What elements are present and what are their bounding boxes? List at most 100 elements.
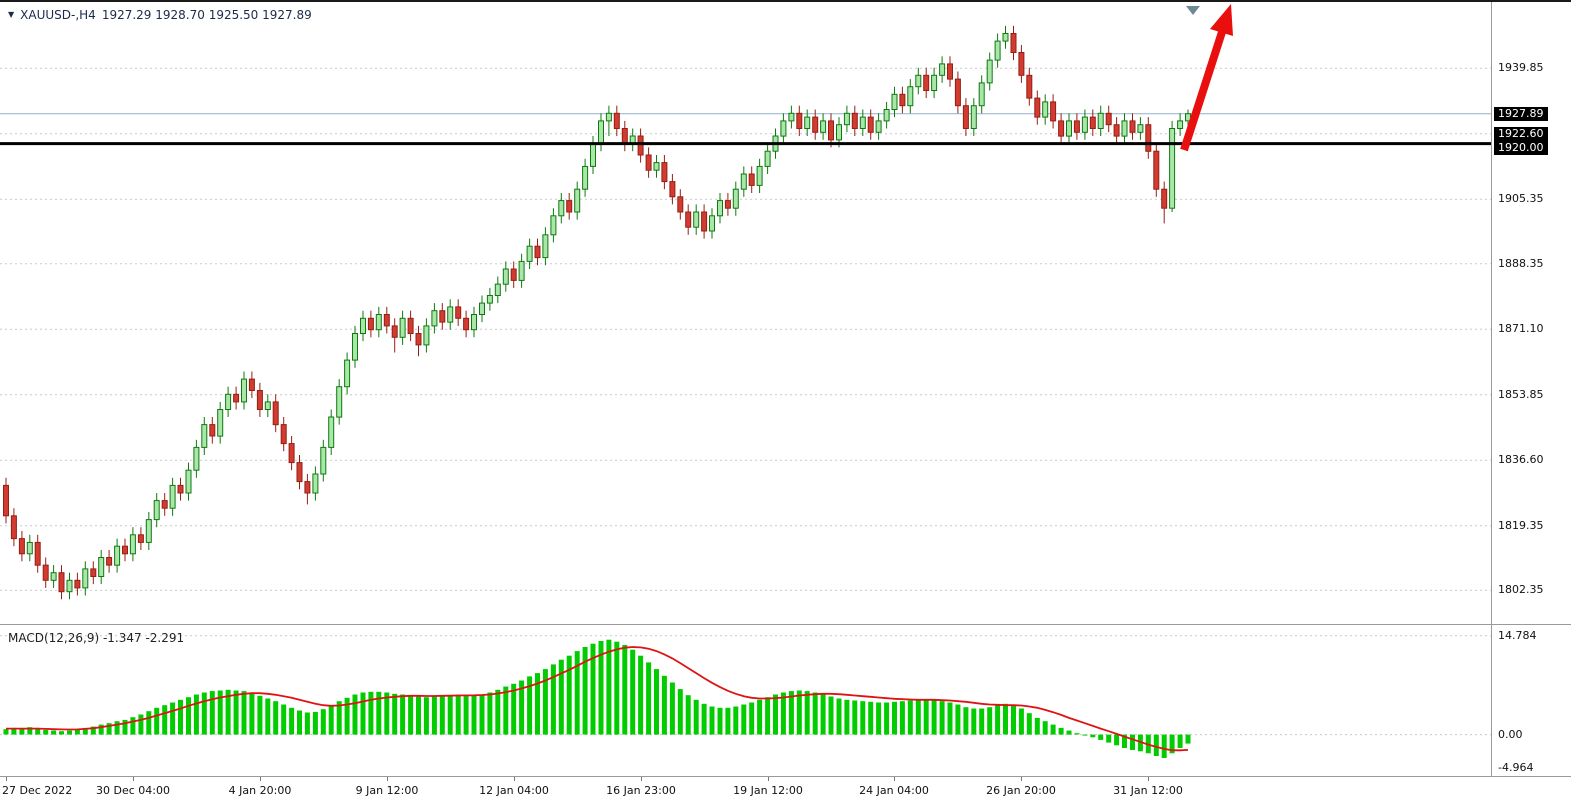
macd-histogram-bar: [566, 655, 572, 735]
candle: [225, 393, 232, 410]
time-label: 24 Jan 04:00: [859, 784, 929, 797]
macd-histogram-bar: [233, 690, 239, 735]
macd-histogram-bar: [376, 691, 382, 735]
macd-histogram-bar: [1026, 713, 1032, 735]
macd-histogram-bar: [495, 689, 501, 735]
macd-histogram-bar: [297, 710, 302, 735]
macd-histogram-bar: [622, 645, 628, 735]
candle: [169, 484, 176, 509]
candle: [177, 484, 184, 494]
candle: [248, 378, 255, 392]
macd-histogram-bar: [606, 639, 612, 735]
macd-histogram-bar: [320, 709, 326, 735]
candle: [82, 568, 89, 589]
macd-panel-canvas[interactable]: [0, 625, 1491, 776]
candle: [486, 295, 493, 304]
macd-histogram-bar: [1106, 734, 1112, 743]
macd-histogram-bar: [1090, 734, 1096, 738]
macd-histogram-bar: [170, 702, 176, 735]
candle: [915, 74, 922, 88]
candle: [1018, 52, 1025, 76]
macd-histogram-bar: [542, 669, 548, 735]
candle: [970, 105, 977, 129]
macd-histogram-bar: [757, 699, 763, 735]
chart-shift-marker-icon[interactable]: [1186, 6, 1200, 15]
candle: [415, 333, 422, 346]
candle: [574, 188, 581, 213]
macd-histogram-bar: [479, 694, 485, 735]
macd-histogram-bar: [408, 695, 414, 735]
time-label: 4 Jan 20:00: [228, 784, 292, 797]
price-scale-label: 1853.85: [1498, 387, 1544, 401]
candle: [272, 401, 279, 426]
macd-histogram-bar: [455, 694, 461, 735]
macd-histogram-bar: [51, 730, 57, 735]
macd-histogram-bar: [995, 705, 1001, 735]
macd-histogram-bar: [289, 707, 295, 735]
macd-histogram-bar: [661, 675, 667, 735]
time-label: 12 Jan 04:00: [479, 784, 549, 797]
macd-histogram-bar: [1058, 727, 1064, 735]
trend-arrow-shaft[interactable]: [1180, 30, 1226, 152]
macd-histogram-bar: [217, 690, 223, 735]
macd-histogram-bar: [820, 694, 826, 735]
time-tick: [133, 777, 134, 781]
macd-histogram-bar: [439, 695, 445, 735]
candle: [217, 409, 224, 437]
main-chart-canvas[interactable]: [0, 2, 1491, 624]
macd-histogram-bar: [43, 729, 49, 735]
candle: [320, 446, 327, 475]
candle: [280, 424, 287, 445]
macd-histogram-bar: [463, 695, 469, 735]
macd-histogram-bar: [201, 692, 207, 735]
price-axis[interactable]: 1939.85 1905.35 1888.35 1871.10 1853.85 1836.…: [1492, 2, 1571, 777]
candle: [463, 317, 470, 331]
candle: [1034, 97, 1041, 118]
macd-histogram-bar: [249, 693, 255, 735]
candle: [883, 109, 890, 122]
candle: [304, 481, 311, 494]
candle: [18, 538, 25, 555]
candle: [518, 260, 525, 281]
macd-histogram-bar: [352, 694, 358, 735]
time-axis[interactable]: 27 Dec 2022 30 Dec 04:00 4 Jan 20:00 9 Jan …: [0, 777, 1571, 803]
macd-histogram-bar: [876, 702, 882, 735]
panel-divider[interactable]: [0, 624, 1571, 625]
symbol-ohlc-values: 1927.29 1928.70 1925.50 1927.89: [101, 8, 312, 22]
candle: [1066, 120, 1072, 137]
candle: [1113, 124, 1120, 137]
macd-histogram-bar: [423, 697, 429, 735]
trend-arrow-head[interactable]: [1210, 4, 1233, 36]
macd-histogram-bar: [336, 701, 342, 735]
macd-histogram-bar: [360, 692, 366, 735]
candle: [296, 462, 303, 483]
macd-histogram-bar: [11, 727, 17, 735]
macd-histogram-bar: [19, 728, 25, 735]
macd-histogram-bar: [892, 701, 897, 735]
candle: [344, 359, 351, 388]
time-tick: [1148, 777, 1149, 781]
candle: [756, 165, 763, 186]
candle: [1081, 116, 1088, 133]
macd-histogram-bar: [241, 691, 247, 735]
candle: [978, 82, 985, 107]
candle: [264, 401, 271, 410]
candle: [153, 500, 160, 521]
price-tag: 1922.60: [1494, 126, 1548, 141]
candle: [137, 534, 144, 543]
candle: [1073, 120, 1080, 133]
candle: [1121, 120, 1128, 137]
macd-histogram-bar: [35, 727, 41, 735]
candle: [653, 162, 660, 171]
candle: [764, 150, 771, 167]
symbol-marker-icon[interactable]: ▼: [8, 10, 15, 19]
symbol-info: ▼ XAUUSD-,H4 1927.29 1928.70 1925.50 192…: [8, 8, 312, 22]
macd-histogram-bar: [90, 726, 96, 735]
candle: [582, 165, 589, 190]
macd-histogram-bar: [860, 701, 866, 735]
candle: [1089, 116, 1096, 129]
time-label: 9 Jan 12:00: [355, 784, 419, 797]
candle: [201, 424, 208, 448]
price-axis-divider: [1491, 2, 1492, 777]
macd-histogram-bar: [1122, 734, 1127, 748]
